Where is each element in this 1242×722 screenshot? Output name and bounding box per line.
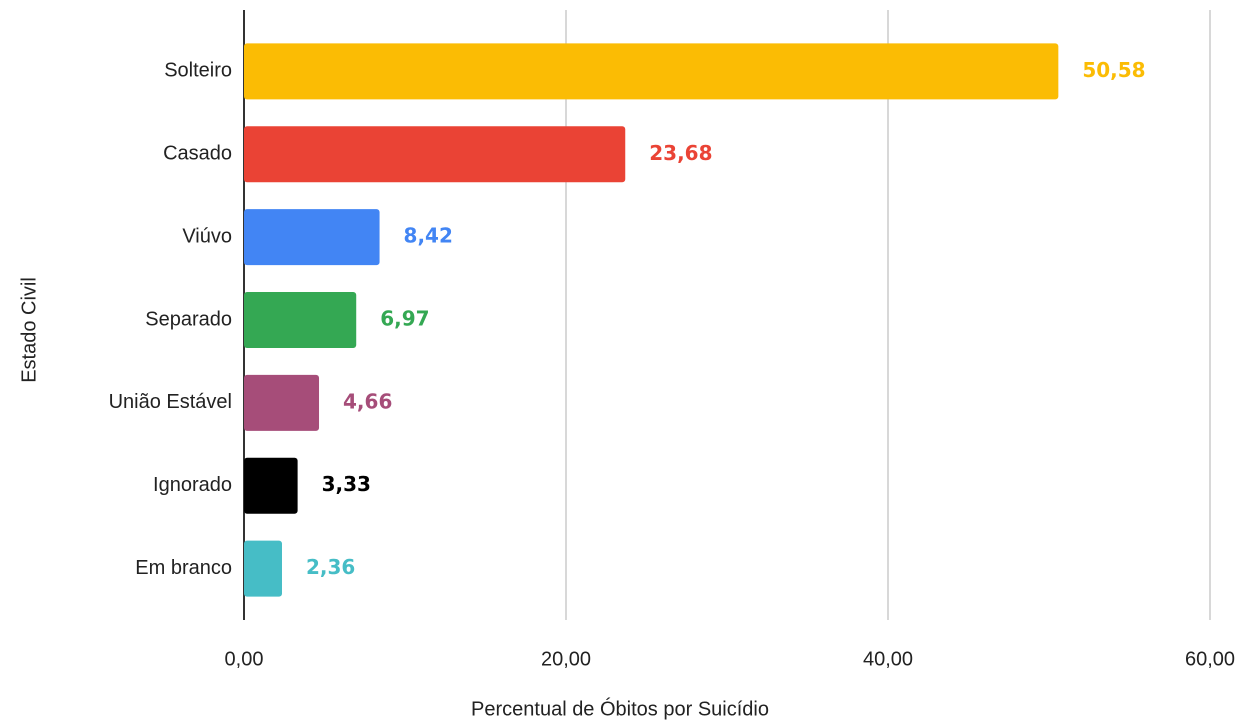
value-label: 23,68 bbox=[649, 141, 712, 165]
bar bbox=[244, 43, 1059, 100]
y-tick-label: Viúvo bbox=[182, 225, 232, 247]
bar bbox=[244, 209, 380, 266]
bar bbox=[244, 126, 626, 183]
y-axis-label: Estado Civil bbox=[18, 277, 40, 383]
x-tick-label: 0,00 bbox=[225, 648, 264, 670]
x-tick-label: 60,00 bbox=[1185, 648, 1235, 670]
bar bbox=[244, 540, 282, 597]
y-tick-label: Em branco bbox=[135, 557, 232, 579]
x-tick-label: 40,00 bbox=[863, 648, 913, 670]
y-tick-label: Separado bbox=[145, 308, 232, 330]
x-axis-label: Percentual de Óbitos por Suicídio bbox=[471, 697, 769, 720]
value-label: 4,66 bbox=[343, 389, 392, 413]
value-label: 8,42 bbox=[404, 224, 453, 248]
x-tick-label: 20,00 bbox=[541, 648, 591, 670]
y-tick-label: União Estável bbox=[109, 391, 232, 413]
y-tick-label: Casado bbox=[163, 143, 232, 165]
bar bbox=[244, 457, 298, 514]
bar bbox=[244, 292, 357, 348]
value-label: 50,58 bbox=[1082, 58, 1145, 82]
value-label: 2,36 bbox=[306, 555, 355, 579]
bar bbox=[244, 374, 320, 431]
value-label: 6,97 bbox=[380, 307, 429, 331]
y-tick-label: Solteiro bbox=[164, 60, 232, 82]
y-tick-label: Ignorado bbox=[153, 474, 232, 496]
value-label: 3,33 bbox=[322, 472, 371, 496]
